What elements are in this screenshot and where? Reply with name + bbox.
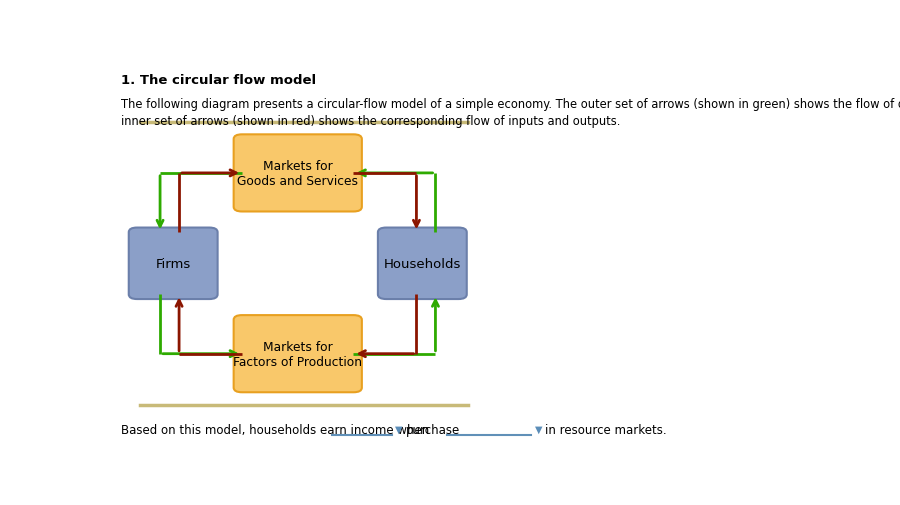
FancyBboxPatch shape — [234, 135, 362, 212]
Text: Based on this model, households earn income when: Based on this model, households earn inc… — [121, 423, 429, 436]
Text: in resource markets.: in resource markets. — [545, 423, 667, 436]
FancyBboxPatch shape — [129, 228, 218, 299]
Text: 1. The circular flow model: 1. The circular flow model — [121, 74, 316, 87]
Text: ▼: ▼ — [395, 424, 402, 434]
Text: inner set of arrows (shown in red) shows the corresponding flow of inputs and ou: inner set of arrows (shown in red) shows… — [121, 115, 620, 128]
Text: Markets for
Goods and Services: Markets for Goods and Services — [238, 160, 358, 187]
Text: Households: Households — [383, 257, 461, 270]
FancyBboxPatch shape — [234, 316, 362, 392]
Text: Firms: Firms — [156, 257, 191, 270]
Text: purchase: purchase — [406, 423, 460, 436]
Text: The following diagram presents a circular-flow model of a simple economy. The ou: The following diagram presents a circula… — [121, 97, 900, 111]
Text: ▼: ▼ — [535, 424, 542, 434]
Text: Markets for
Factors of Production: Markets for Factors of Production — [233, 340, 363, 368]
FancyBboxPatch shape — [378, 228, 467, 299]
